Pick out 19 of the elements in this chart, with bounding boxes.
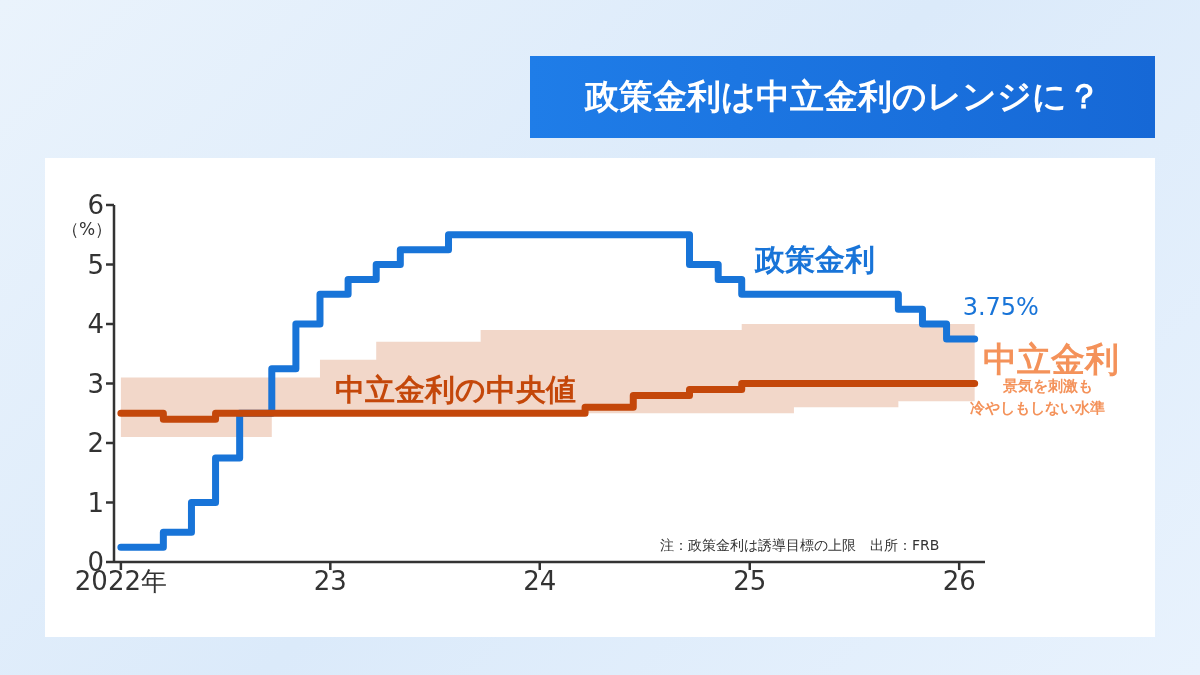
y-tick-label: 2 [87, 428, 104, 459]
y-tick-label: 5 [87, 249, 104, 280]
annotation: 注：政策金利は誘導目標の上限 出所：FRB [660, 537, 940, 555]
y-tick-label: 3 [87, 368, 104, 399]
annotation: 3.75% [962, 292, 1039, 321]
series-label: 政策金利 [755, 241, 875, 279]
text: 景気を刺激も [1003, 377, 1093, 396]
annotation: 中立金利 [983, 338, 1119, 379]
series-label: 中立金利の中央値 [335, 371, 576, 409]
x-tick-label: 26 [942, 566, 976, 597]
y-tick-label: 4 [87, 309, 104, 340]
annotation: 冷やしもしない水準 [970, 399, 1105, 418]
y-tick-label: 6 [87, 190, 104, 221]
y-tick-label: 1 [87, 487, 104, 518]
x-tick-label: 25 [733, 566, 767, 597]
x-tick-label: 23 [313, 566, 347, 597]
chart-title: 政策金利は中立金利のレンジに？ [530, 56, 1155, 138]
y-axis-title: （%） [62, 218, 113, 241]
x-tick-label: 24 [523, 566, 557, 597]
